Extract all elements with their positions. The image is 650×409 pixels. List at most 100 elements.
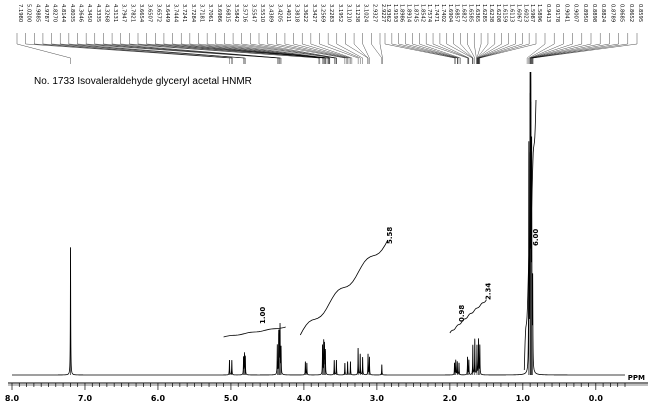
peak-leader-line xyxy=(531,33,610,64)
peak-shift-label: 4.3268 xyxy=(103,4,109,22)
peak-leader-line xyxy=(137,33,329,64)
peak-shift-label: 1.8542 xyxy=(419,4,425,22)
peak-leader-line xyxy=(398,33,458,64)
peak-shift-label: 0.8789 xyxy=(609,4,615,22)
peak-leader-line xyxy=(120,33,320,64)
peak-shift-label: 1.7471 xyxy=(433,4,439,22)
peak-leader-line xyxy=(526,33,546,64)
peak-leader-line xyxy=(467,33,475,64)
peak-leader-line xyxy=(384,33,455,64)
peak-shift-label: 3.3427 xyxy=(311,4,317,22)
peak-shift-label: 1.6023 xyxy=(522,4,528,22)
peak-shift-label: 3.6449 xyxy=(164,4,170,22)
peak-leader-line xyxy=(189,33,324,64)
peak-shift-label: 3.3622 xyxy=(302,4,308,22)
peak-shift-label: 3.6986 xyxy=(216,4,222,22)
ppm-axis: 8.0 7.0 6.0 5.0 4.0 3.0 2.0 1.0 0.0 PPM xyxy=(5,374,648,403)
integral-curve xyxy=(467,299,487,317)
peak-shift-label: 1.8914 xyxy=(406,4,412,23)
spectrum-trace xyxy=(12,72,625,376)
peak-shift-label: 3.2569 xyxy=(320,4,326,22)
peak-leader-line xyxy=(478,33,523,64)
peak-shift-label: 0.9413 xyxy=(545,4,551,22)
peak-leader-line xyxy=(477,33,495,64)
peak-shift-label: 3.7284 xyxy=(190,4,196,23)
peak-leader-line xyxy=(77,33,278,64)
peak-shift-label: 4.8270 xyxy=(52,4,58,22)
peak-shift-label: 1.8745 xyxy=(412,4,418,22)
peak-leader-line xyxy=(60,33,245,64)
peak-leader-line xyxy=(532,33,619,64)
peak-shift-label: 1.6585 xyxy=(467,4,473,22)
peak-shift-label: 3.5547 xyxy=(250,4,256,22)
peak-shift-label: 3.1238 xyxy=(354,4,360,22)
integral-curve xyxy=(223,326,286,338)
peak-leader-line xyxy=(51,33,244,64)
x-tick-label: 8.0 xyxy=(5,394,20,403)
peak-shift-label: 0.9178 xyxy=(554,4,560,22)
peak-shift-label: 1.6208 xyxy=(495,4,501,22)
peak-shift-label: 1.9193 xyxy=(392,4,398,22)
peak-shift-label: 3.7821 xyxy=(129,4,135,22)
peak-leader-line xyxy=(241,33,336,64)
peak-label-group: 7.1980 5.0200 4.9885 4.9787 4.8270 4.8144 4.80… xyxy=(17,4,643,23)
peak-leader-line xyxy=(146,33,330,64)
peak-leader-line xyxy=(103,33,281,64)
peak-shift-label: 0.8950 xyxy=(582,4,588,22)
peak-shift-label: 1.6113 xyxy=(509,4,515,22)
peak-shift-label: 1.6238 xyxy=(488,4,494,22)
peak-leader-line xyxy=(34,33,232,64)
peak-shift-label: 0.8595 xyxy=(637,4,643,22)
integral-value-label: 0.98 xyxy=(458,305,466,322)
spectrum-line xyxy=(12,72,625,376)
peak-shift-label: 3.7061 xyxy=(207,4,213,22)
x-tick-label: 1.0 xyxy=(516,394,531,403)
peak-leader-line xyxy=(215,33,327,64)
peak-leader-line xyxy=(68,33,246,64)
peak-leader-line xyxy=(250,33,337,64)
peak-leader-line xyxy=(476,33,482,64)
peak-leader-line xyxy=(284,33,348,64)
peak-leader-line xyxy=(474,33,477,64)
x-tick-label: 0.0 xyxy=(589,394,604,403)
peak-shift-label: 4.3335 xyxy=(95,4,101,22)
peak-leader-line xyxy=(478,33,530,64)
peak-shift-label: 3.5716 xyxy=(242,4,248,22)
peak-shift-label: 0.8898 xyxy=(591,4,597,22)
peak-leader-line xyxy=(172,33,323,64)
peak-shift-label: 1.7402 xyxy=(440,4,446,22)
peak-leader-line xyxy=(362,33,370,64)
peak-leader-line xyxy=(391,33,456,64)
peak-leader-line xyxy=(532,33,638,64)
peak-shift-label: 1.6857 xyxy=(454,4,460,22)
peak-shift-label: 4.3131 xyxy=(112,4,118,22)
peak-leader-line xyxy=(198,33,325,64)
peak-leader-line xyxy=(25,33,230,64)
peak-leader-line xyxy=(111,33,282,64)
peak-leader-lines xyxy=(16,33,638,64)
peak-leader-line xyxy=(405,33,458,64)
peak-leader-line xyxy=(530,33,582,64)
peak-shift-label: 4.9787 xyxy=(43,4,49,22)
peak-leader-line xyxy=(232,33,335,64)
peak-shift-label: 3.4205 xyxy=(276,4,282,22)
peak-shift-label: 4.8144 xyxy=(60,4,66,23)
peak-leader-line xyxy=(345,33,369,64)
peak-shift-label: 3.1952 xyxy=(337,4,343,22)
peak-leader-line xyxy=(327,33,361,64)
peak-shift-label: 7.1980 xyxy=(17,4,23,22)
peak-leader-line xyxy=(446,33,473,64)
peak-shift-label: 4.3646 xyxy=(78,4,84,22)
integral-value-label: 5.58 xyxy=(386,227,394,244)
peak-leader-line xyxy=(336,33,363,64)
peak-shift-label: 3.6507 xyxy=(147,4,153,22)
peak-leader-line xyxy=(530,33,592,64)
peak-shift-label: 2.9227 xyxy=(380,4,386,22)
peak-shift-label: 1.6904 xyxy=(447,4,453,23)
peak-shift-label: 3.2283 xyxy=(328,4,334,22)
peak-shift-label: 3.1024 xyxy=(363,4,369,23)
peak-leader-line xyxy=(371,33,382,64)
peak-shift-label: 0.8652 xyxy=(628,4,634,22)
peak-leader-line xyxy=(529,33,573,64)
